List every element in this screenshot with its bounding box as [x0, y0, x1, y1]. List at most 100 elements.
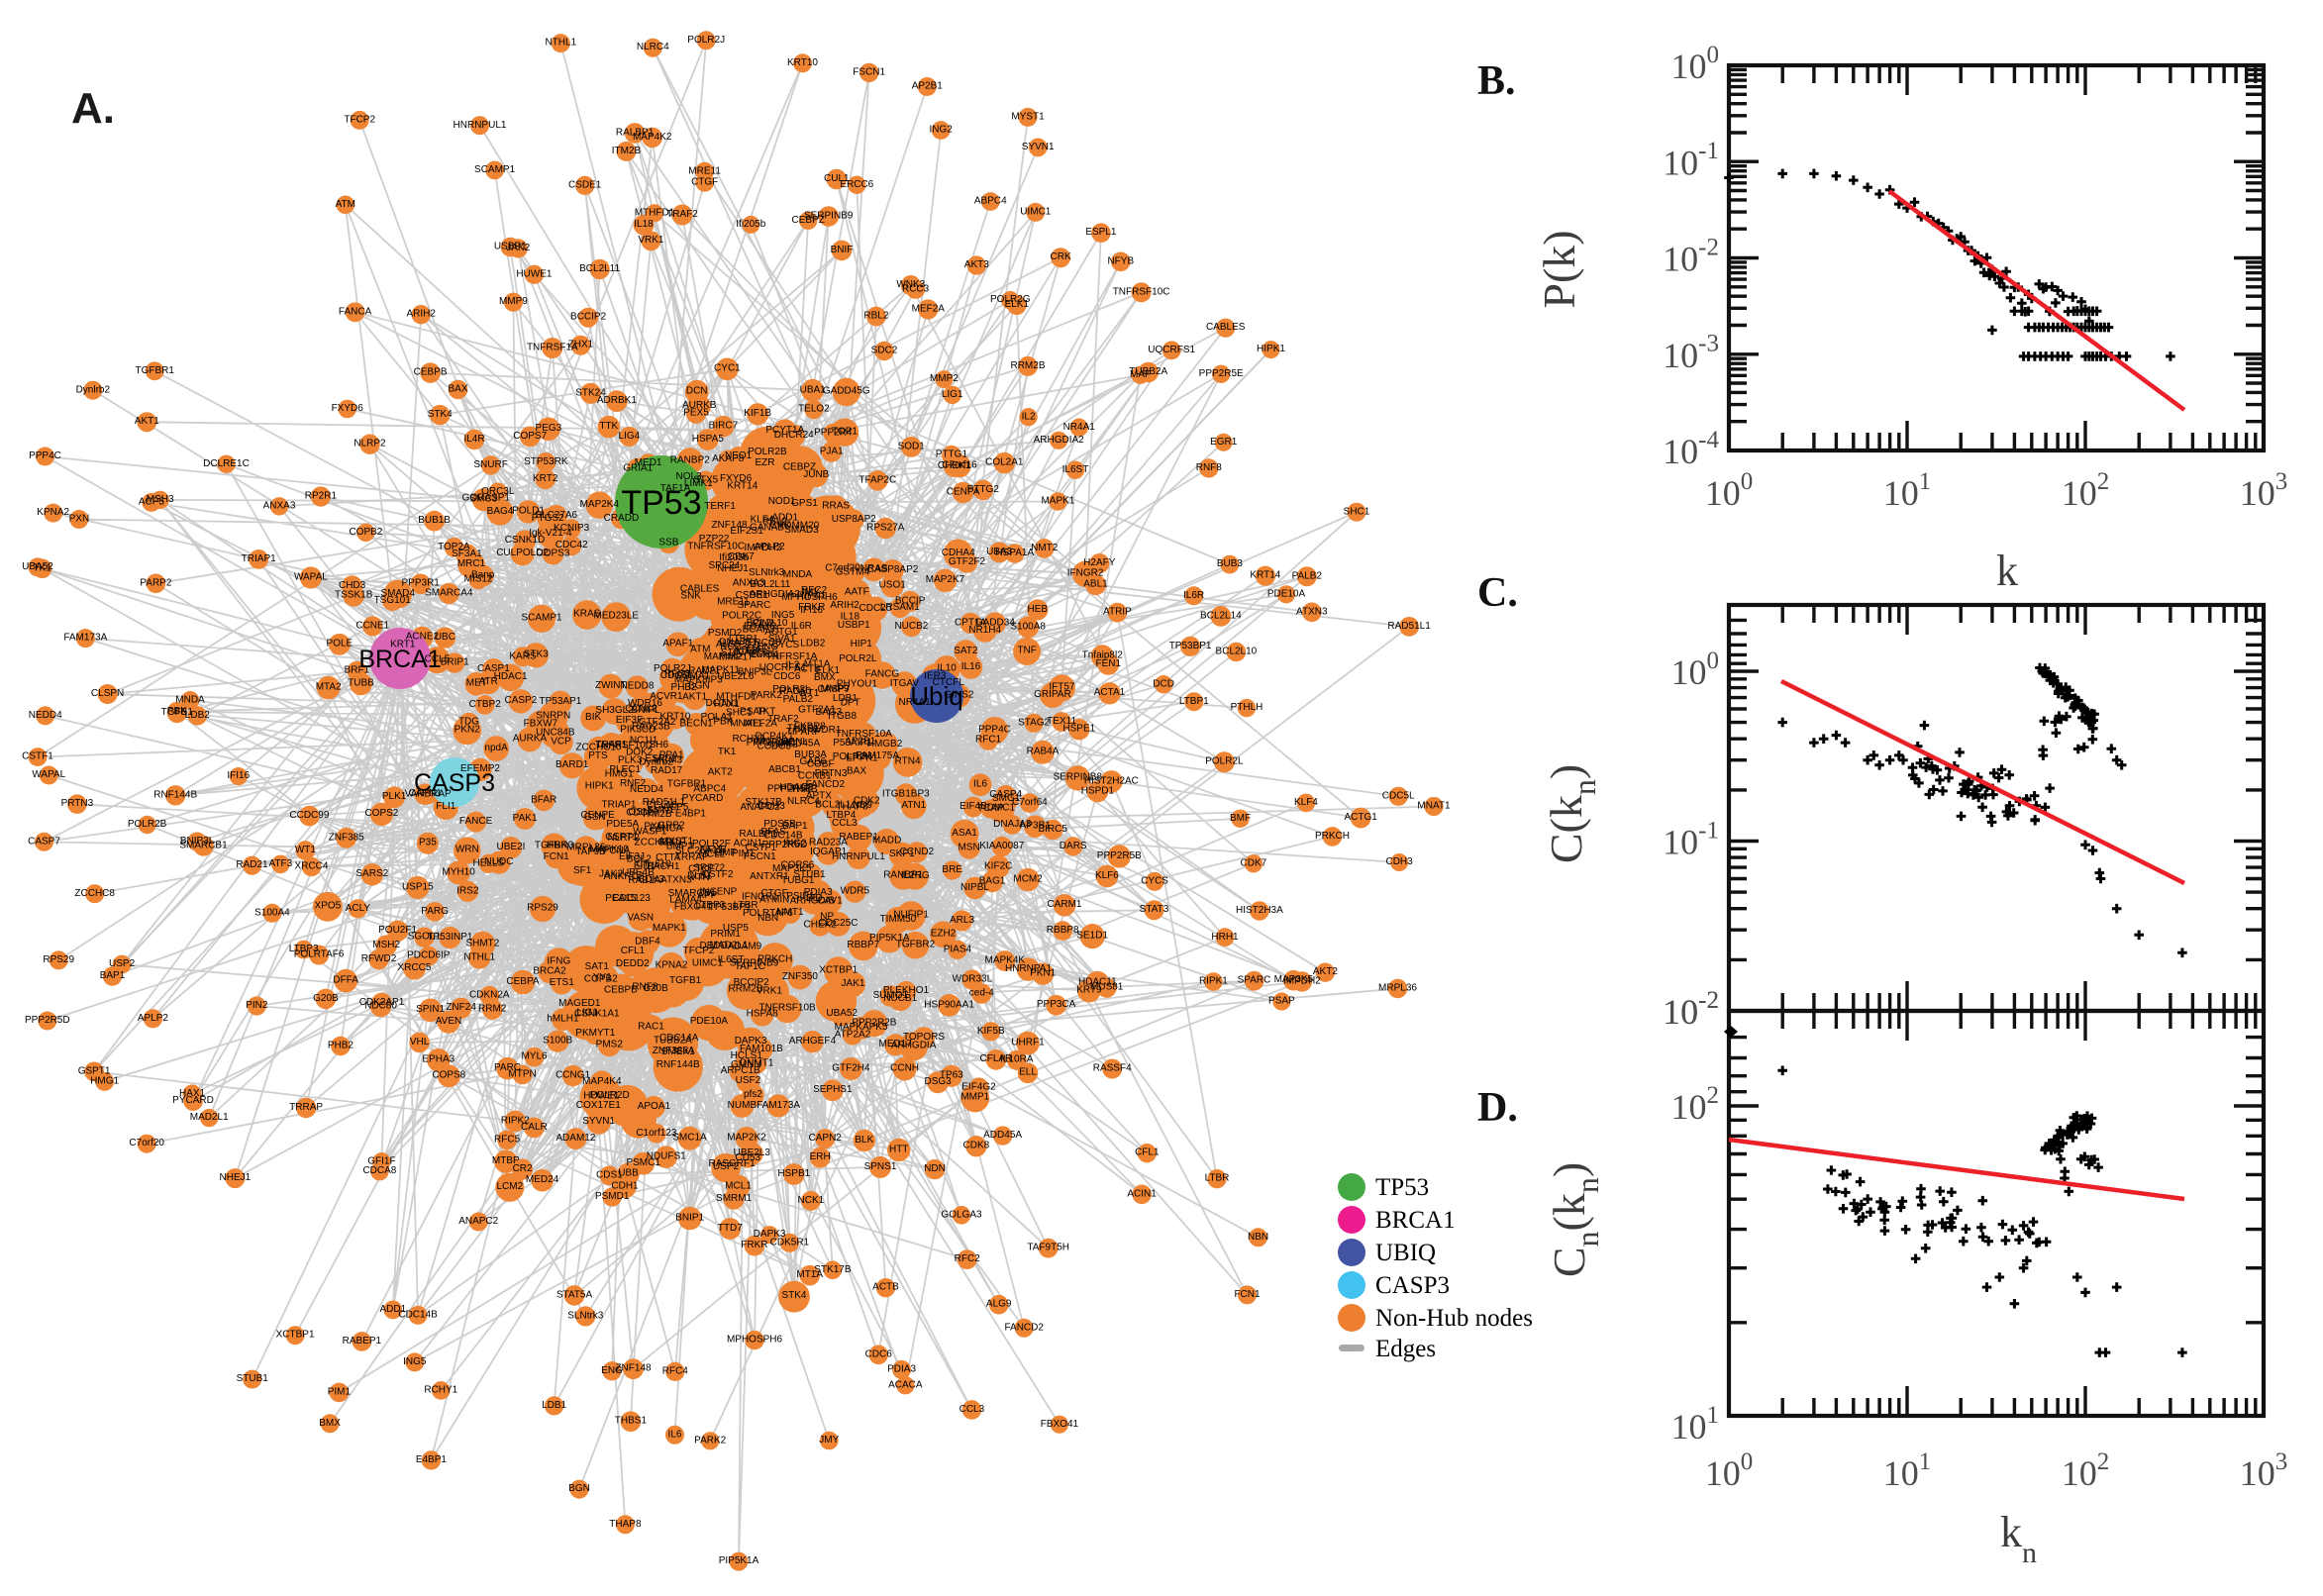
- svg-text:H2AFY: H2AFY: [1083, 557, 1116, 568]
- svg-text:COX17E1: COX17E1: [576, 1100, 621, 1111]
- svg-text:LTBR: LTBR: [1205, 1173, 1230, 1184]
- svg-text:MAPK1: MAPK1: [1041, 496, 1074, 507]
- svg-text:SAT1: SAT1: [585, 961, 610, 972]
- svg-text:DCTN1: DCTN1: [706, 698, 740, 709]
- svg-text:UHRF1: UHRF1: [1011, 1037, 1045, 1047]
- svg-text:P53AIP1: P53AIP1: [833, 738, 872, 748]
- svg-text:ENG: ENG: [757, 642, 778, 652]
- svg-text:FBXO41: FBXO41: [1041, 1419, 1079, 1430]
- svg-text:IL18: IL18: [841, 611, 860, 622]
- svg-text:GOLGA3: GOLGA3: [941, 1209, 982, 1220]
- svg-text:CHD3: CHD3: [339, 580, 366, 591]
- svg-text:XRCC4: XRCC4: [295, 861, 329, 872]
- svg-text:RRM2: RRM2: [478, 1003, 507, 1014]
- svg-text:NMT1: NMT1: [776, 907, 804, 918]
- svg-text:PEA15: PEA15: [605, 893, 637, 904]
- svg-text:SMAD3: SMAD3: [784, 525, 819, 536]
- svg-text:ARL3: ARL3: [950, 915, 974, 926]
- svg-text:TAF1C: TAF1C: [735, 961, 765, 972]
- svg-text:MYST1: MYST1: [1011, 112, 1045, 123]
- svg-text:NTHL1: NTHL1: [545, 38, 576, 49]
- svg-text:RRM2B: RRM2B: [1010, 360, 1045, 371]
- svg-text:CARM1: CARM1: [1047, 899, 1081, 910]
- svg-text:CUL1: CUL1: [824, 173, 850, 184]
- svg-text:LMO4: LMO4: [752, 649, 779, 660]
- svg-text:MMP2: MMP2: [769, 740, 798, 750]
- svg-text:RASSF4: RASSF4: [1093, 1063, 1132, 1074]
- svg-text:HRK: HRK: [547, 840, 567, 850]
- svg-text:FBXW7: FBXW7: [524, 719, 558, 730]
- svg-text:ABPC4: ABPC4: [693, 783, 726, 794]
- svg-text:CDCA8: CDCA8: [362, 1165, 396, 1176]
- svg-text:MSH2: MSH2: [372, 940, 400, 950]
- svg-text:TP63: TP63: [940, 1070, 963, 1081]
- svg-text:TK1: TK1: [718, 747, 737, 757]
- svg-text:BCL2: BCL2: [627, 853, 652, 864]
- svg-text:CSNK1A1: CSNK1A1: [574, 1009, 620, 1020]
- svg-text:POLR2I: POLR2I: [772, 684, 808, 695]
- svg-text:HMG1: HMG1: [605, 769, 634, 780]
- svg-text:TNFRSF10D: TNFRSF10D: [595, 741, 653, 751]
- svg-text:IMPDH2: IMPDH2: [1283, 975, 1321, 986]
- svg-text:CCND2: CCND2: [900, 847, 935, 857]
- svg-text:MYL6: MYL6: [521, 1051, 548, 1062]
- svg-text:CDC25C: CDC25C: [818, 918, 858, 929]
- svg-text:RTN4: RTN4: [895, 755, 921, 766]
- svg-text:DCN: DCN: [686, 386, 708, 397]
- svg-text:RABEP1: RABEP1: [343, 1336, 382, 1347]
- svg-text:MRC1: MRC1: [457, 558, 486, 569]
- svg-text:EDA2R: EDA2R: [744, 621, 776, 632]
- svg-text:POLR2F: POLR2F: [692, 839, 731, 849]
- svg-text:POLR2B: POLR2B: [748, 447, 787, 457]
- svg-text:TSG101: TSG101: [374, 595, 412, 606]
- svg-text:ACIN1: ACIN1: [734, 839, 763, 849]
- svg-text:LIMK1: LIMK1: [684, 478, 713, 489]
- svg-text:MUS81: MUS81: [1090, 982, 1124, 993]
- svg-text:GTF2A2: GTF2A2: [639, 717, 676, 728]
- svg-text:TNFRSF10B: TNFRSF10B: [758, 1003, 816, 1014]
- svg-text:STAT3: STAT3: [1140, 904, 1169, 915]
- svg-text:MTHFD1: MTHFD1: [716, 692, 757, 703]
- svg-text:USBP1: USBP1: [494, 242, 527, 252]
- svg-text:SPARC: SPARC: [738, 600, 771, 611]
- svg-text:TOMM20: TOMM20: [778, 521, 820, 532]
- svg-text:GTF2A1: GTF2A1: [798, 705, 836, 716]
- svg-text:hMLH1: hMLH1: [547, 1014, 579, 1025]
- svg-text:G20B: G20B: [313, 993, 339, 1004]
- svg-text:PARC: PARC: [494, 1062, 521, 1073]
- svg-text:GTF2H4: GTF2H4: [832, 1062, 870, 1073]
- svg-text:SMN1: SMN1: [647, 805, 674, 816]
- svg-text:PCYT1A: PCYT1A: [765, 425, 804, 436]
- svg-text:RBBP7: RBBP7: [847, 940, 879, 950]
- svg-text:STK24: STK24: [575, 387, 606, 398]
- svg-text:KRT14: KRT14: [727, 481, 758, 492]
- svg-text:BFAR: BFAR: [531, 794, 556, 805]
- svg-text:ARHGDIA2: ARHGDIA2: [1034, 435, 1085, 446]
- svg-text:RFC4: RFC4: [662, 1365, 689, 1376]
- svg-text:ZCCHC8: ZCCHC8: [74, 888, 115, 899]
- svg-text:COPS8: COPS8: [432, 1070, 465, 1081]
- svg-text:BCCIP2: BCCIP2: [734, 977, 770, 988]
- svg-text:SLC25A11: SLC25A11: [675, 846, 723, 856]
- svg-text:USO1: USO1: [879, 580, 907, 591]
- svg-text:IFI16: IFI16: [800, 605, 823, 616]
- svg-text:XCTBP1: XCTBP1: [276, 1330, 315, 1341]
- svg-text:Igk-V21-4: Igk-V21-4: [529, 528, 572, 539]
- svg-text:MED23LE: MED23LE: [594, 611, 640, 622]
- svg-text:RALBP1: RALBP1: [616, 127, 655, 138]
- svg-text:NMT2: NMT2: [1031, 543, 1059, 553]
- svg-text:IL6: IL6: [973, 779, 987, 790]
- svg-text:CFL1: CFL1: [1135, 1147, 1160, 1158]
- svg-text:ANXA3: ANXA3: [263, 501, 296, 512]
- svg-text:RCHY1: RCHY1: [732, 734, 765, 745]
- svg-text:CTTA: CTTA: [656, 852, 681, 863]
- svg-text:BRIP1: BRIP1: [441, 656, 469, 667]
- svg-text:ACP5: ACP5: [139, 497, 165, 508]
- svg-text:FAM101B: FAM101B: [740, 1044, 783, 1054]
- svg-text:UBA1: UBA1: [800, 384, 827, 395]
- svg-text:HIST2H2AC: HIST2H2AC: [1084, 775, 1139, 786]
- svg-text:PZP22: PZP22: [699, 534, 730, 545]
- svg-text:CABLES: CABLES: [680, 583, 720, 594]
- svg-text:MRE11: MRE11: [717, 596, 750, 607]
- svg-text:PLK1: PLK1: [382, 791, 407, 802]
